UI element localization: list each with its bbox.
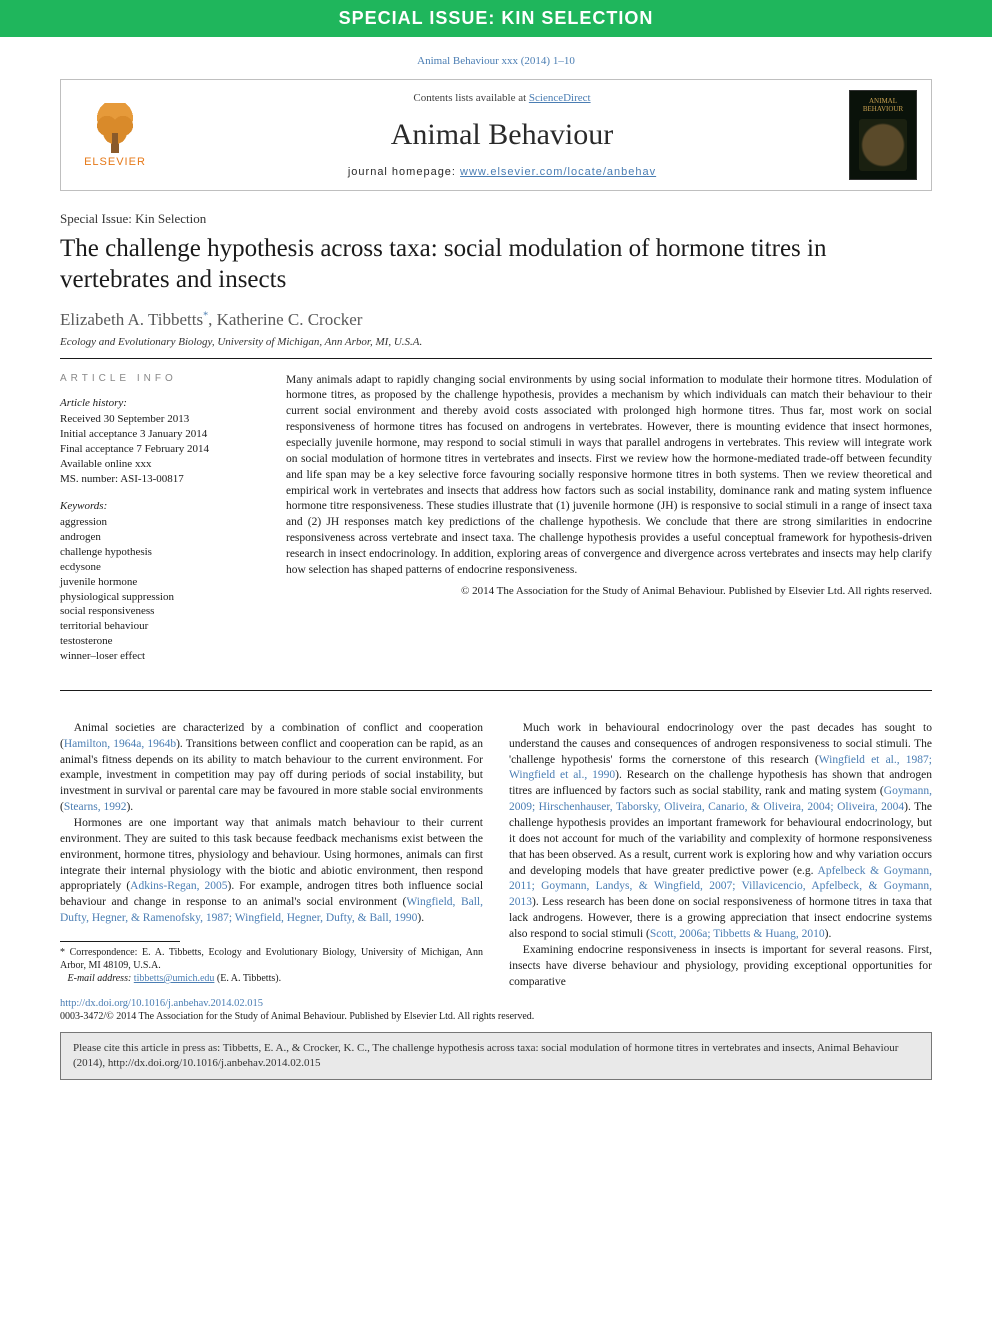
email-link[interactable]: tibbetts@umich.edu — [134, 973, 215, 984]
keyword: juvenile hormone — [60, 575, 260, 590]
abstract-copyright: © 2014 The Association for the Study of … — [286, 585, 932, 597]
special-issue-banner: SPECIAL ISSUE: KIN SELECTION — [0, 0, 992, 37]
affiliation: Ecology and Evolutionary Biology, Univer… — [60, 336, 932, 348]
footnote-text: * Correspondence: E. A. Tibbetts, Ecolog… — [60, 947, 483, 971]
text-run: ). — [417, 912, 424, 924]
masthead: ELSEVIER Contents lists available at Sci… — [60, 79, 932, 191]
journal-name: Animal Behaviour — [169, 118, 835, 152]
elsevier-tree-icon — [90, 103, 140, 153]
footnote-text: (E. A. Tibbetts). — [214, 973, 281, 984]
divider — [60, 690, 932, 691]
journal-reference: Animal Behaviour xxx (2014) 1–10 — [60, 55, 932, 67]
keyword: winner–loser effect — [60, 649, 260, 664]
citation-link[interactable]: Hamilton, 1964a, 1964b — [64, 738, 176, 750]
footnote-separator — [60, 941, 180, 942]
corr-footnote: * Correspondence: E. A. Tibbetts, Ecolog… — [60, 946, 483, 972]
paragraph: Much work in behavioural endocrinology o… — [509, 721, 932, 943]
divider — [60, 358, 932, 359]
citation-box: Please cite this article in press as: Ti… — [60, 1032, 932, 1080]
paragraph: Hormones are one important way that anim… — [60, 816, 483, 927]
keyword: challenge hypothesis — [60, 545, 260, 560]
footnotes: * Correspondence: E. A. Tibbetts, Ecolog… — [60, 946, 483, 985]
email-footnote: E-mail address: tibbetts@umich.edu (E. A… — [60, 972, 483, 985]
citation-link[interactable]: Stearns, 1992 — [64, 801, 127, 813]
cover-thumb-title: ANIMAL BEHAVIOUR — [850, 97, 916, 113]
contents-line: Contents lists available at ScienceDirec… — [169, 92, 835, 104]
publisher-logo: ELSEVIER — [75, 103, 155, 168]
history-item: Initial acceptance 3 January 2014 — [60, 427, 260, 442]
homepage-prefix: journal homepage: — [348, 166, 460, 178]
history-item: Available online xxx — [60, 457, 260, 472]
publisher-name: ELSEVIER — [84, 156, 146, 168]
abstract-col: Many animals adapt to rapidly changing s… — [286, 373, 932, 676]
info-abstract-row: ARTICLE INFO Article history: Received 3… — [60, 373, 932, 676]
masthead-center: Contents lists available at ScienceDirec… — [169, 92, 835, 178]
citation-link[interactable]: Adkins-Regan, 2005 — [130, 880, 227, 892]
keywords: Keywords: aggression androgen challenge … — [60, 499, 260, 664]
history-label: Article history: — [60, 396, 260, 411]
abstract: Many animals adapt to rapidly changing s… — [286, 373, 932, 579]
history-item: Final acceptance 7 February 2014 — [60, 442, 260, 457]
contents-prefix: Contents lists available at — [413, 92, 528, 104]
homepage-line: journal homepage: www.elsevier.com/locat… — [169, 166, 835, 178]
body-text: Animal societies are characterized by a … — [60, 721, 932, 991]
text-run: ). — [825, 928, 832, 940]
issn-copyright: 0003-3472/© 2014 The Association for the… — [60, 1011, 932, 1022]
citation-link[interactable]: Scott, 2006a; Tibbetts & Huang, 2010 — [650, 928, 825, 940]
journal-cover-thumb: ANIMAL BEHAVIOUR — [849, 90, 917, 180]
sciencedirect-link[interactable]: ScienceDirect — [529, 92, 591, 104]
article-history: Article history: Received 30 September 2… — [60, 396, 260, 487]
article-info: ARTICLE INFO Article history: Received 3… — [60, 373, 260, 676]
keyword: aggression — [60, 515, 260, 530]
article-title: The challenge hypothesis across taxa: so… — [60, 233, 932, 296]
paragraph: Animal societies are characterized by a … — [60, 721, 483, 816]
email-label: E-mail address: — [68, 973, 134, 984]
history-item: MS. number: ASI-13-00817 — [60, 472, 260, 487]
cover-thumb-image — [859, 119, 907, 171]
homepage-link[interactable]: www.elsevier.com/locate/anbehav — [460, 166, 656, 178]
corr-marker: * — [203, 310, 208, 321]
keyword: androgen — [60, 530, 260, 545]
keyword: ecdysone — [60, 560, 260, 575]
article-info-heading: ARTICLE INFO — [60, 373, 260, 384]
keyword: physiological suppression — [60, 590, 260, 605]
section-label: Special Issue: Kin Selection — [60, 211, 932, 227]
keyword: testosterone — [60, 634, 260, 649]
authors: Elizabeth A. Tibbetts*, Katherine C. Cro… — [60, 310, 932, 330]
keyword: territorial behaviour — [60, 619, 260, 634]
doi-link[interactable]: http://dx.doi.org/10.1016/j.anbehav.2014… — [60, 998, 932, 1009]
page: Animal Behaviour xxx (2014) 1–10 ELSEVIE… — [0, 37, 992, 1110]
keywords-label: Keywords: — [60, 499, 260, 514]
keyword: social responsiveness — [60, 604, 260, 619]
text-run: ). — [126, 801, 133, 813]
history-item: Received 30 September 2013 — [60, 412, 260, 427]
paragraph: Examining endocrine responsiveness in in… — [509, 943, 932, 991]
